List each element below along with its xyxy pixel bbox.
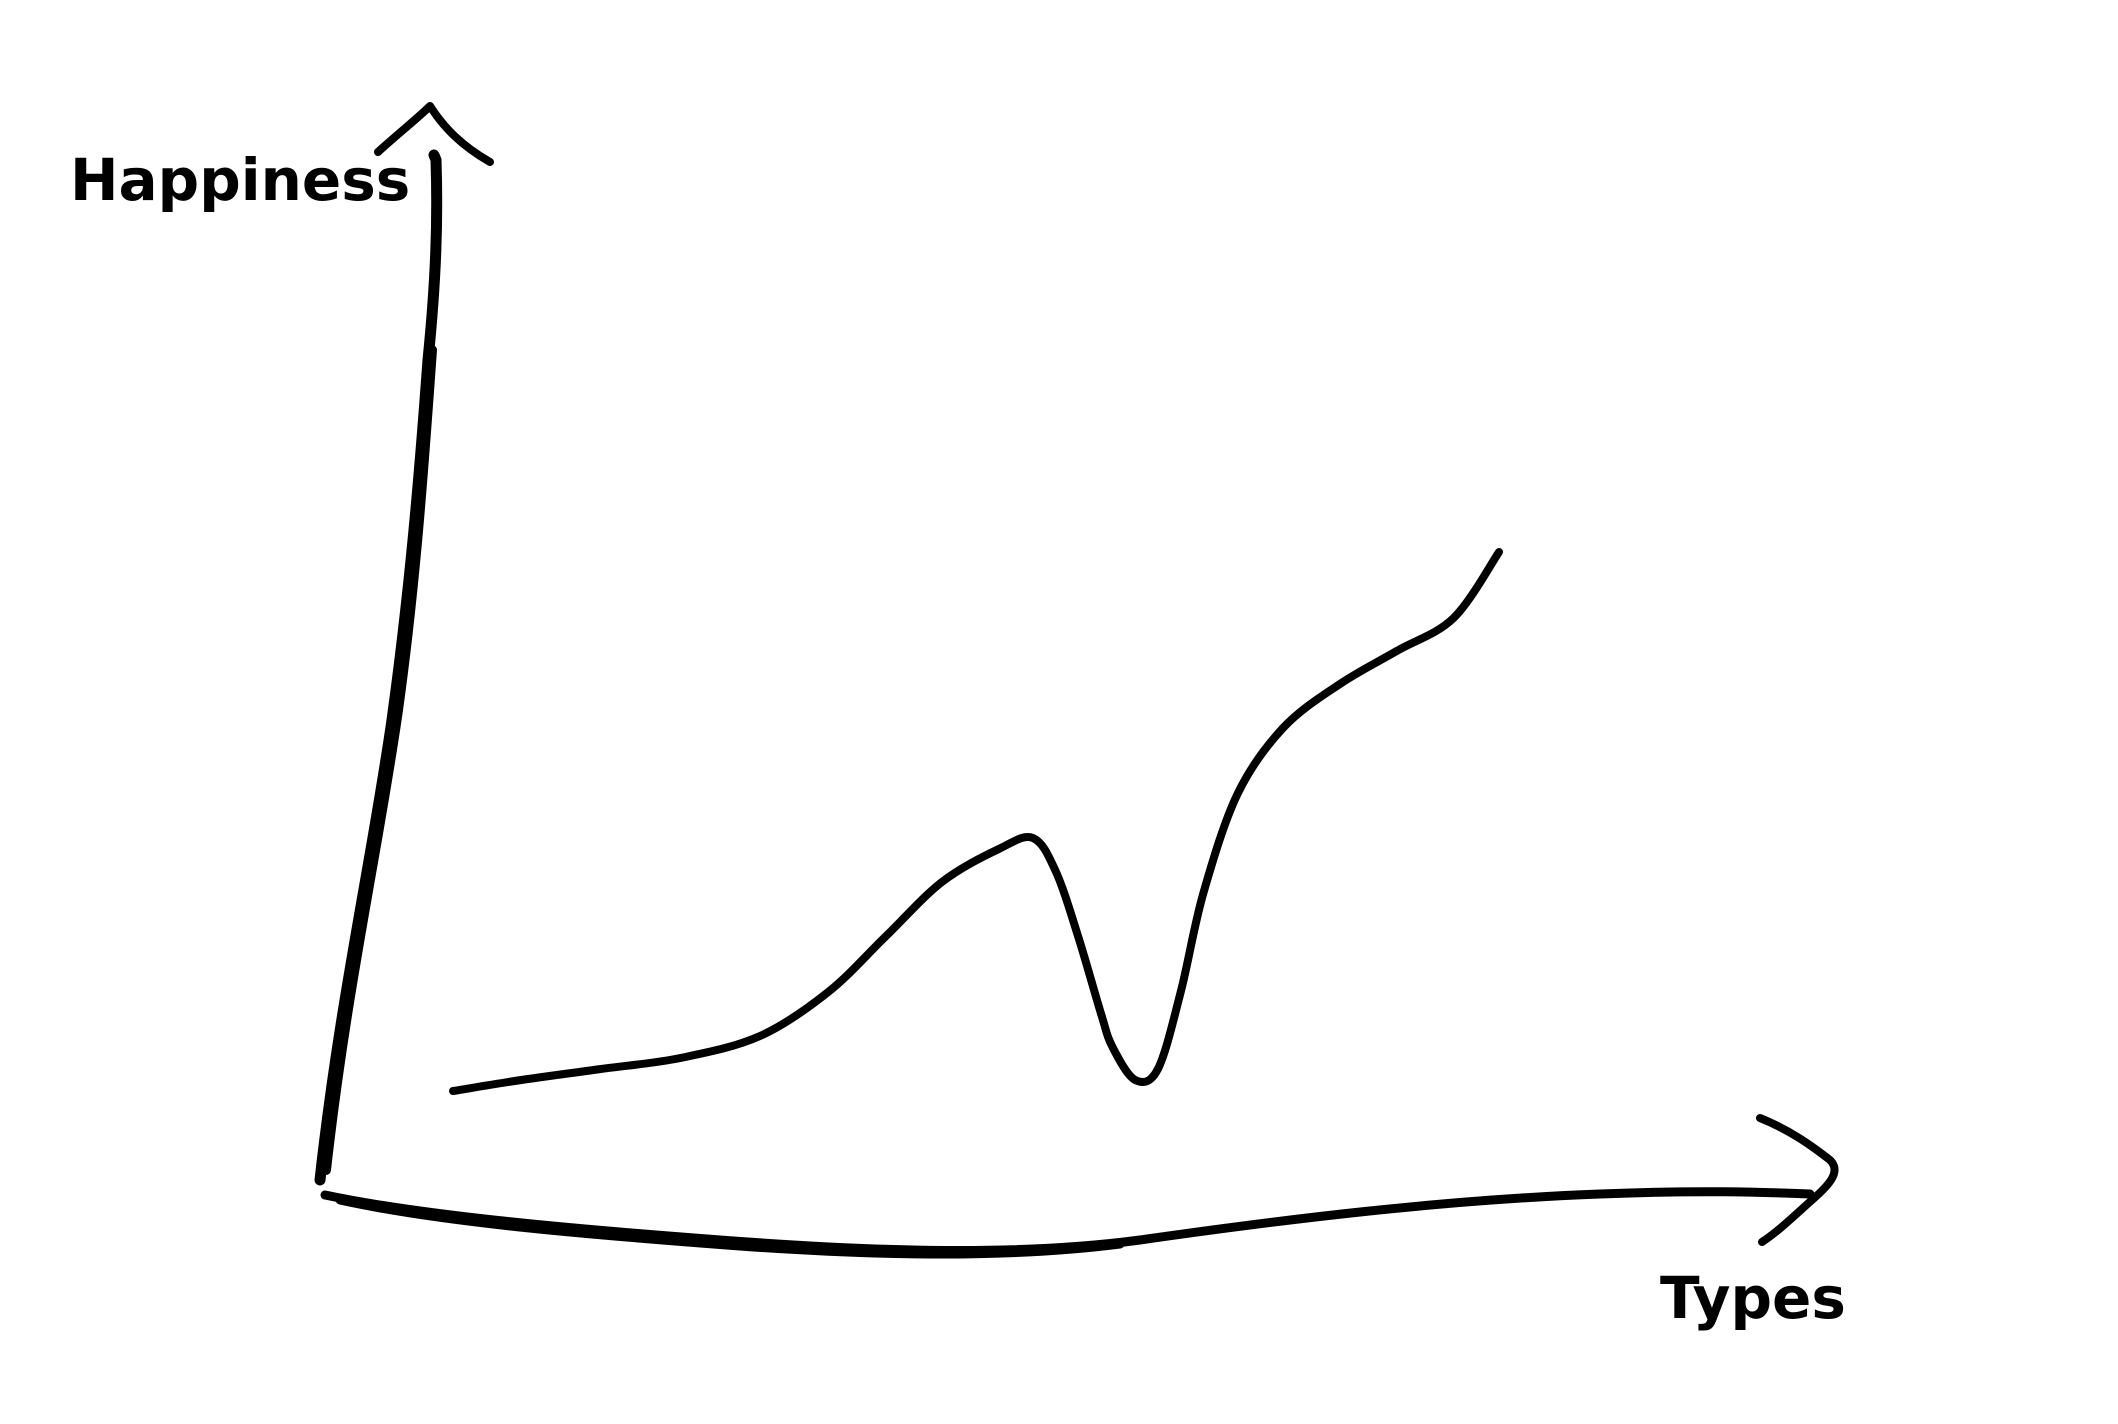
x-axis-arrowhead	[1756, 1114, 1839, 1246]
y-axis-label: Happiness	[70, 146, 410, 214]
axes	[314, 102, 1839, 1259]
y-axis-line-thick	[321, 345, 437, 1175]
x-axis-line-thick	[335, 1195, 1125, 1259]
y-axis-line	[314, 149, 443, 1186]
x-axis-label: Types	[1660, 1264, 1846, 1332]
series-layer	[449, 548, 1503, 1095]
y-axis-arrowhead	[374, 102, 494, 166]
series-line-0	[449, 548, 1503, 1095]
x-axis-line	[320, 1187, 1815, 1256]
